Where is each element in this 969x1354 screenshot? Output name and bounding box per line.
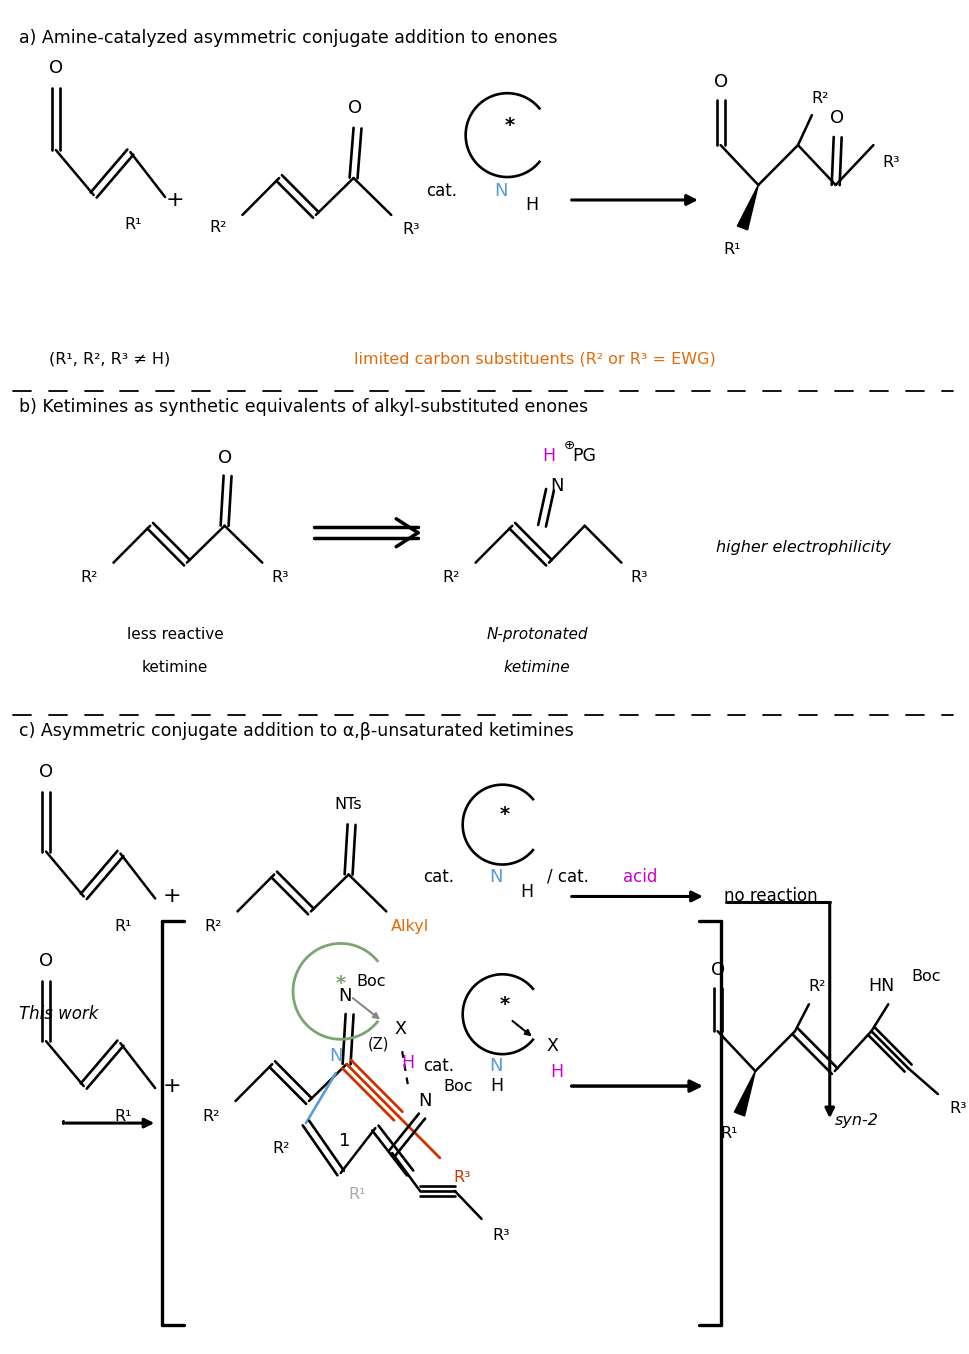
Text: R²: R² (443, 570, 460, 585)
Text: HN: HN (868, 978, 894, 995)
Text: X: X (547, 1037, 558, 1055)
Text: acid: acid (623, 868, 658, 886)
Text: higher electrophilicity: higher electrophilicity (716, 540, 891, 555)
Text: N: N (338, 987, 352, 1005)
Text: R²: R² (209, 221, 227, 236)
Text: *: * (499, 806, 510, 825)
Text: *: * (504, 115, 515, 134)
Text: Boc: Boc (911, 969, 941, 984)
Text: R¹: R¹ (114, 1109, 132, 1124)
Text: NTs: NTs (335, 798, 362, 812)
Text: less reactive: less reactive (127, 627, 224, 642)
Text: R²: R² (811, 91, 828, 106)
Text: cat.: cat. (423, 868, 454, 886)
Text: *: * (499, 995, 510, 1014)
Text: H: H (520, 883, 534, 902)
Text: R³: R³ (949, 1101, 966, 1116)
Text: This work: This work (19, 1005, 99, 1024)
Text: R²: R² (203, 1109, 220, 1124)
Text: R³: R³ (631, 570, 648, 585)
Text: O: O (713, 73, 728, 91)
Text: R¹: R¹ (721, 1127, 738, 1141)
Text: R²: R² (808, 979, 826, 994)
Text: +: + (163, 887, 181, 906)
Text: no reaction: no reaction (724, 887, 817, 906)
Text: *: * (335, 974, 346, 992)
Text: H: H (490, 1076, 503, 1095)
Text: N: N (489, 1057, 503, 1075)
Text: ⊕: ⊕ (563, 440, 575, 452)
Text: PG: PG (573, 447, 597, 464)
Text: R²: R² (80, 570, 98, 585)
Text: X: X (394, 1021, 406, 1039)
Text: R²: R² (204, 919, 222, 934)
Text: Boc: Boc (357, 974, 387, 988)
Text: cat.: cat. (423, 1057, 454, 1075)
Text: O: O (217, 450, 232, 467)
Text: H: H (401, 1055, 415, 1072)
Text: N: N (419, 1093, 432, 1110)
Text: R¹: R¹ (724, 242, 741, 257)
Text: (R¹, R², R³ ≠ H): (R¹, R², R³ ≠ H) (49, 351, 171, 366)
Text: R²: R² (272, 1140, 290, 1155)
Text: +: + (166, 190, 184, 210)
Text: N: N (489, 868, 503, 886)
Text: O: O (48, 60, 63, 77)
Text: H: H (550, 1063, 564, 1080)
Text: H: H (543, 447, 555, 464)
Text: 1: 1 (339, 1132, 351, 1150)
Text: R¹: R¹ (349, 1187, 366, 1202)
Text: cat.: cat. (426, 181, 457, 200)
Text: R³: R³ (402, 222, 420, 237)
Polygon shape (737, 185, 759, 230)
Text: N: N (494, 181, 508, 200)
Text: O: O (39, 762, 53, 781)
Text: a) Amine-catalyzed asymmetric conjugate addition to enones: a) Amine-catalyzed asymmetric conjugate … (19, 30, 558, 47)
Text: R³: R³ (271, 570, 289, 585)
Text: H: H (525, 196, 539, 214)
Polygon shape (735, 1071, 756, 1116)
Text: / cat.: / cat. (547, 868, 589, 886)
Text: ketimine: ketimine (504, 659, 571, 674)
Text: N: N (328, 1047, 342, 1066)
Text: O: O (39, 952, 53, 971)
Text: Alkyl: Alkyl (391, 919, 429, 934)
Text: limited carbon substituents (R² or R³ = EWG): limited carbon substituents (R² or R³ = … (354, 351, 715, 366)
Text: O: O (710, 961, 725, 979)
Text: Boc: Boc (443, 1079, 473, 1094)
Text: ketimine: ketimine (141, 659, 208, 674)
Text: R³: R³ (492, 1228, 511, 1243)
Text: N-protonated: N-protonated (486, 627, 588, 642)
Text: O: O (829, 110, 844, 127)
Text: b) Ketimines as synthetic equivalents of alkyl-substituted enones: b) Ketimines as synthetic equivalents of… (19, 398, 588, 416)
Text: R¹: R¹ (114, 919, 132, 934)
Text: N: N (550, 477, 564, 494)
Text: +: + (163, 1076, 181, 1097)
Text: (Z): (Z) (367, 1037, 389, 1052)
Text: R¹: R¹ (125, 218, 142, 233)
Text: R³: R³ (453, 1170, 472, 1185)
Text: c) Asymmetric conjugate addition to α,β-unsaturated ketimines: c) Asymmetric conjugate addition to α,β-… (19, 722, 574, 739)
Text: R³: R³ (883, 154, 900, 169)
Text: O: O (349, 99, 362, 118)
Text: syn-2: syn-2 (834, 1113, 879, 1128)
